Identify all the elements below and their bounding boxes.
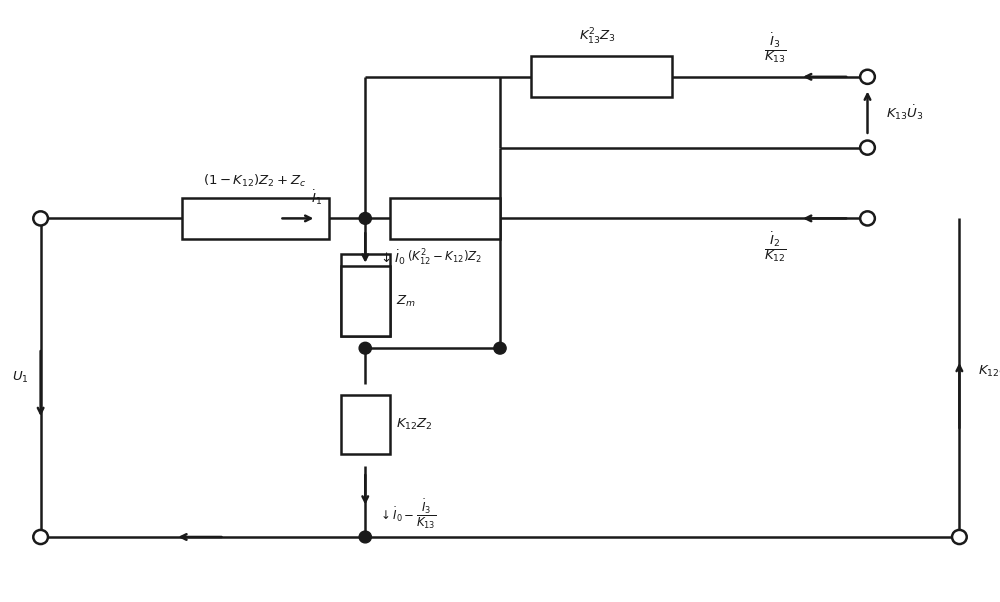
Text: $K_{12}U_2$: $K_{12}U_2$ (978, 364, 1000, 379)
Bar (531, 56, 672, 98)
Text: $(1-K_{12})Z_2+Z_c$: $(1-K_{12})Z_2+Z_c$ (203, 173, 307, 189)
Text: $K_{12}Z_2$: $K_{12}Z_2$ (396, 417, 433, 432)
Bar (341, 396, 390, 455)
Bar (390, 197, 500, 239)
Text: $\dfrac{\dot{I}_2}{K_{12}}$: $\dfrac{\dot{I}_2}{K_{12}}$ (764, 230, 787, 264)
Text: $Z_m$: $Z_m$ (396, 293, 416, 309)
Circle shape (33, 211, 48, 226)
Circle shape (494, 343, 506, 354)
Circle shape (33, 530, 48, 544)
Circle shape (359, 213, 371, 225)
Text: $K_{13}\dot{U}_3$: $K_{13}\dot{U}_3$ (886, 103, 924, 122)
Circle shape (860, 70, 875, 84)
Circle shape (860, 211, 875, 226)
Bar (182, 197, 328, 239)
Circle shape (860, 140, 875, 155)
Bar (341, 254, 390, 337)
Circle shape (359, 531, 371, 543)
Text: $\dfrac{\dot{I}_3}{K_{13}}$: $\dfrac{\dot{I}_3}{K_{13}}$ (764, 31, 787, 65)
Text: $\downarrow \dot{I}_0 - \dfrac{\dot{I}_3}{K_{13}}$: $\downarrow \dot{I}_0 - \dfrac{\dot{I}_3… (378, 498, 436, 531)
Bar (341, 265, 390, 337)
Circle shape (952, 530, 967, 544)
Text: $\dot{I}_1$: $\dot{I}_1$ (311, 188, 322, 206)
Text: $(K_{12}^2-K_{12})Z_2$: $(K_{12}^2-K_{12})Z_2$ (407, 248, 482, 268)
Text: $K_{13}^2 Z_3$: $K_{13}^2 Z_3$ (579, 27, 617, 48)
Text: $U_1$: $U_1$ (12, 370, 28, 385)
Text: $\downarrow \dot{I}_0$: $\downarrow \dot{I}_0$ (378, 248, 405, 267)
Circle shape (359, 343, 371, 354)
